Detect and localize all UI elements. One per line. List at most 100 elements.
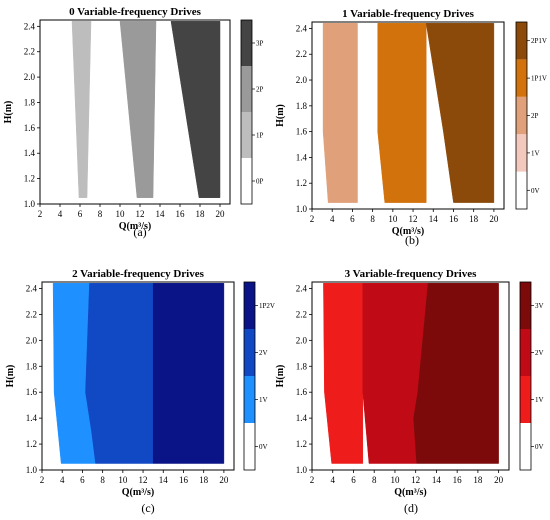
y-tick-label: 1.4: [296, 413, 308, 423]
x-tick-label: 12: [411, 475, 420, 485]
colorbar-segment: [520, 376, 531, 423]
y-tick-label: 1.2: [296, 178, 307, 188]
x-tick-label: 20: [219, 475, 229, 485]
y-tick-label: 2.0: [24, 72, 36, 82]
y-tick-label: 1.8: [296, 361, 308, 371]
plot-frame: [311, 21, 505, 210]
operating-region-1P2V: [152, 283, 225, 464]
x-axis-label: Q(m³/s): [392, 226, 424, 237]
y-tick-label: 2.4: [296, 23, 308, 33]
y-tick-label: 1.0: [26, 465, 38, 475]
x-tick-label: 2: [310, 475, 315, 485]
chart-title: 1 Variable-frequency Drives: [342, 8, 475, 20]
chart-title: 3 Variable-frequency Drives: [345, 268, 478, 280]
colorbar-label: 1V: [259, 396, 268, 404]
colorbar-label: 3V: [535, 302, 544, 310]
colorbar-frame: [243, 281, 256, 471]
colorbar-segment: [244, 282, 255, 329]
x-axis-label: Q(m³/s): [394, 487, 426, 498]
x-tick-label: 8: [370, 214, 375, 224]
y-tick-label: 2.4: [26, 283, 38, 293]
x-tick-label: 20: [494, 475, 504, 485]
chart-panel: 2 4 6 8 10 12 14 16 18 20 1.0 1.2 1.4 1.6 1.8 2.0 2.2 2.4…: [275, 268, 544, 515]
colorbar-label: 1P: [256, 132, 264, 140]
x-tick-label: 6: [78, 209, 83, 219]
operating-region-1P1V: [377, 23, 427, 203]
colorbar-segment: [520, 423, 531, 470]
colorbar-label: 1V: [531, 149, 540, 157]
x-tick-label: 18: [196, 209, 206, 219]
x-tick-label: 10: [116, 209, 126, 219]
panel-caption: (a): [133, 225, 146, 239]
x-tick-label: 8: [372, 475, 377, 485]
y-tick-label: 1.4: [296, 152, 308, 162]
colorbar-label: 3P: [256, 40, 264, 48]
colorbar-segment: [516, 134, 527, 172]
x-tick-label: 2: [40, 475, 45, 485]
y-axis-label: H(m): [275, 104, 286, 127]
colorbar-label: 0P: [256, 178, 264, 186]
y-tick-label: 1.2: [296, 439, 307, 449]
x-tick-label: 4: [330, 475, 335, 485]
colorbar-segment: [241, 158, 252, 204]
y-axis-label: H(m): [275, 365, 286, 388]
x-tick-label: 8: [100, 475, 105, 485]
colorbar-segment: [516, 22, 527, 60]
y-tick-label: 1.0: [296, 465, 308, 475]
y-tick-label: 1.4: [26, 413, 38, 423]
panel-caption: (b): [405, 233, 419, 247]
x-tick-label: 10: [118, 475, 128, 485]
colorbar-label: 2P1V: [531, 37, 547, 45]
plot-frame: [311, 281, 510, 471]
x-tick-label: 12: [136, 209, 145, 219]
x-tick-label: 6: [351, 475, 356, 485]
operating-region-1V: [323, 283, 364, 464]
x-tick-label: 20: [489, 214, 499, 224]
operating-region-3P: [170, 21, 221, 198]
x-axis-label: Q(m³/s): [119, 221, 151, 232]
y-tick-label: 2.4: [296, 283, 308, 293]
colorbar-segment: [520, 329, 531, 376]
chart-panel: 2 4 6 8 10 12 14 16 18 20 1.0 1.2 1.4 1.6 1.8 2.0 2.2 2.4…: [3, 6, 264, 239]
colorbar-label: 0V: [531, 187, 540, 195]
x-tick-label: 10: [390, 475, 400, 485]
panel-caption: (d): [404, 501, 418, 515]
chart-title: 2 Variable-frequency Drives: [72, 268, 205, 280]
x-tick-label: 20: [216, 209, 226, 219]
colorbar-label: 1P2V: [259, 302, 275, 310]
colorbar-label: 2V: [259, 349, 268, 357]
x-tick-label: 6: [80, 475, 85, 485]
colorbar-label: 2P: [531, 112, 539, 120]
x-tick-label: 16: [449, 214, 459, 224]
y-tick-label: 1.6: [296, 127, 308, 137]
x-tick-label: 16: [179, 475, 189, 485]
colorbar-segment: [241, 66, 252, 112]
x-tick-label: 2: [38, 209, 43, 219]
y-tick-label: 1.2: [24, 174, 35, 184]
y-tick-label: 1.0: [24, 199, 36, 209]
colorbar-segment: [241, 112, 252, 158]
y-tick-label: 1.6: [24, 123, 36, 133]
colorbar-segment: [244, 376, 255, 423]
x-tick-label: 18: [473, 475, 483, 485]
x-tick-label: 8: [98, 209, 103, 219]
operating-region-2P: [119, 21, 157, 198]
colorbar-label: 1V: [535, 396, 544, 404]
plot-frame: [39, 19, 231, 205]
x-tick-label: 14: [432, 475, 442, 485]
operating-region-3V: [413, 283, 499, 464]
y-tick-label: 1.6: [26, 387, 38, 397]
x-tick-label: 14: [159, 475, 169, 485]
colorbar-segment: [516, 96, 527, 135]
x-tick-label: 4: [58, 209, 63, 219]
colorbar-segment: [244, 423, 255, 470]
operating-region-2P1V: [425, 23, 495, 203]
x-tick-label: 4: [60, 475, 65, 485]
colorbar-label: 0V: [259, 443, 268, 451]
y-tick-label: 2.0: [296, 335, 308, 345]
x-tick-label: 16: [176, 209, 186, 219]
colorbar-label: 1P1V: [531, 75, 547, 83]
colorbar-segment: [520, 282, 531, 329]
chart-panel: 2 4 6 8 10 12 14 16 18 20 1.0 1.2 1.4 1.6 1.8 2.0 2.2 2.4…: [275, 8, 547, 247]
x-tick-label: 14: [156, 209, 166, 219]
